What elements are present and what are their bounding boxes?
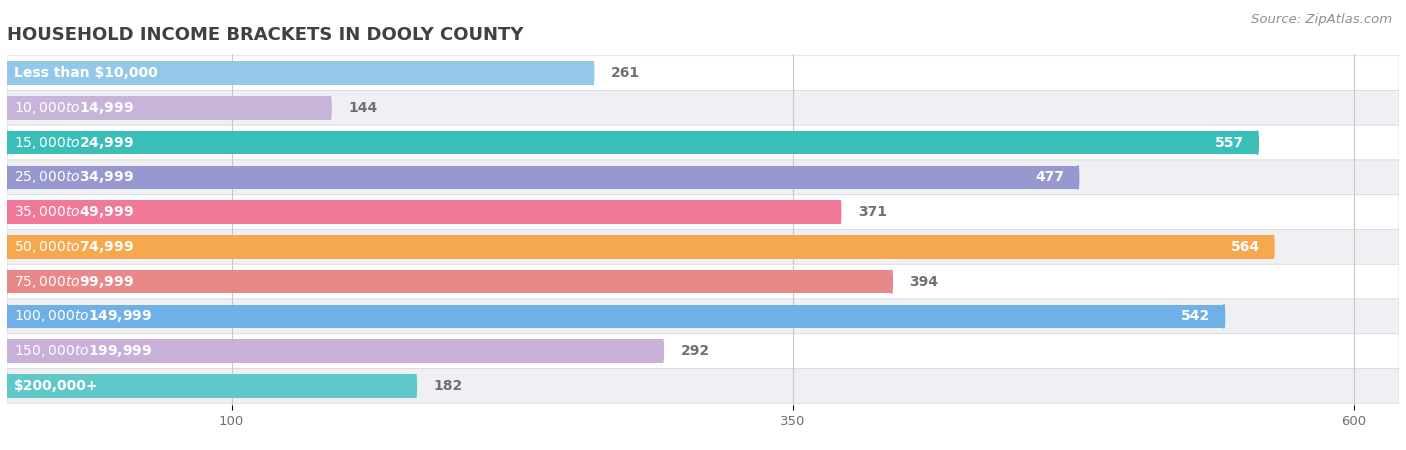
FancyBboxPatch shape: [7, 264, 1399, 299]
Bar: [7, 61, 593, 85]
Text: HOUSEHOLD INCOME BRACKETS IN DOOLY COUNTY: HOUSEHOLD INCOME BRACKETS IN DOOLY COUNT…: [7, 26, 523, 44]
Text: $150,000 to $199,999: $150,000 to $199,999: [14, 343, 152, 359]
FancyBboxPatch shape: [7, 230, 1399, 264]
Text: 477: 477: [1035, 171, 1064, 184]
Bar: [7, 374, 416, 398]
Text: 144: 144: [349, 101, 378, 115]
Text: 557: 557: [1215, 135, 1244, 149]
Bar: [7, 270, 891, 293]
Circle shape: [6, 339, 8, 363]
Circle shape: [1077, 166, 1078, 189]
Circle shape: [6, 305, 8, 328]
Circle shape: [662, 339, 664, 363]
Circle shape: [592, 61, 593, 85]
Bar: [7, 96, 330, 120]
Circle shape: [329, 96, 330, 120]
Text: $100,000 to $149,999: $100,000 to $149,999: [14, 308, 152, 324]
Circle shape: [839, 200, 841, 224]
Text: 292: 292: [681, 344, 710, 358]
Circle shape: [1257, 131, 1258, 154]
Text: $50,000 to $74,999: $50,000 to $74,999: [14, 239, 134, 255]
Bar: [7, 339, 662, 363]
Circle shape: [6, 374, 8, 398]
Text: 564: 564: [1230, 240, 1260, 254]
Text: $75,000 to $99,999: $75,000 to $99,999: [14, 274, 134, 290]
Circle shape: [6, 270, 8, 293]
Text: $200,000+: $200,000+: [14, 379, 98, 393]
Circle shape: [1223, 305, 1225, 328]
Circle shape: [6, 166, 8, 189]
Text: 182: 182: [433, 379, 463, 393]
Circle shape: [891, 270, 893, 293]
Text: 371: 371: [858, 205, 887, 219]
Text: 542: 542: [1181, 310, 1211, 324]
Bar: [7, 166, 1078, 189]
FancyBboxPatch shape: [7, 334, 1399, 369]
Circle shape: [6, 235, 8, 259]
Text: 261: 261: [612, 66, 640, 80]
Circle shape: [1272, 235, 1274, 259]
Text: 394: 394: [910, 274, 939, 288]
Text: $25,000 to $34,999: $25,000 to $34,999: [14, 169, 134, 185]
FancyBboxPatch shape: [7, 195, 1399, 230]
Circle shape: [6, 96, 8, 120]
Bar: [7, 305, 1223, 328]
FancyBboxPatch shape: [7, 369, 1399, 403]
Circle shape: [6, 61, 8, 85]
Text: Less than $10,000: Less than $10,000: [14, 66, 157, 80]
Bar: [7, 200, 839, 224]
Text: Source: ZipAtlas.com: Source: ZipAtlas.com: [1251, 14, 1392, 27]
Text: $10,000 to $14,999: $10,000 to $14,999: [14, 100, 134, 116]
FancyBboxPatch shape: [7, 56, 1399, 90]
Text: $35,000 to $49,999: $35,000 to $49,999: [14, 204, 134, 220]
Bar: [7, 235, 1274, 259]
FancyBboxPatch shape: [7, 299, 1399, 334]
Circle shape: [6, 131, 8, 154]
FancyBboxPatch shape: [7, 90, 1399, 125]
Bar: [7, 131, 1257, 154]
Text: $15,000 to $24,999: $15,000 to $24,999: [14, 135, 134, 151]
FancyBboxPatch shape: [7, 160, 1399, 195]
Circle shape: [415, 374, 416, 398]
Circle shape: [6, 200, 8, 224]
FancyBboxPatch shape: [7, 125, 1399, 160]
